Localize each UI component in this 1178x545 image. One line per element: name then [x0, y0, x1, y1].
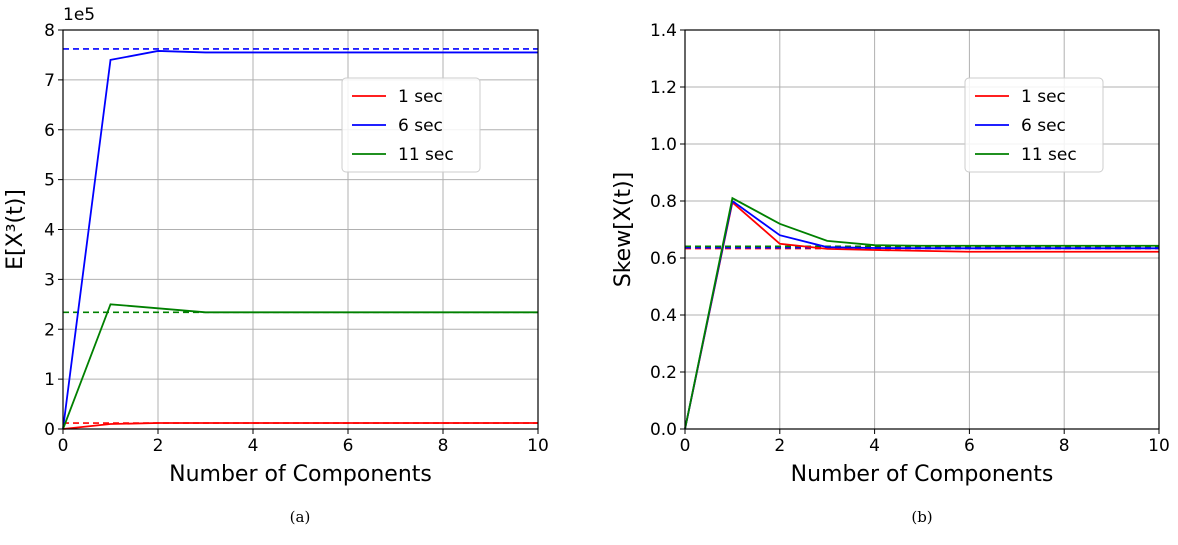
chart-panel-2: 0 2 4 6 8 10 0.0 0.2 0.4 0.6 0.8 1.0 1.2 1.4 Number of… — [611, 21, 1170, 526]
chart-panel-1: 0 2 4 6 8 10 0 1 2 3 4 5 6 7 8 1e5 Number of Components E… — [3, 5, 549, 526]
y-tick-label: 7 — [44, 71, 55, 91]
y-tick-label: 8 — [44, 21, 55, 41]
x-tick-label: 10 — [527, 436, 549, 456]
plot-frame — [684, 29, 1160, 430]
y-tick-label: 1.0 — [650, 135, 677, 155]
series-line-6-sec — [684, 199, 1159, 430]
legend-label: 11 sec — [1021, 145, 1077, 165]
y-tick-label: 0 — [44, 420, 55, 440]
y-tick-label: 0.2 — [650, 363, 677, 383]
series-line-1-sec — [62, 422, 538, 430]
y-tick-label: 6 — [44, 121, 55, 141]
y-tick-label: 3 — [44, 270, 55, 290]
y-tick-label: 1.4 — [650, 21, 677, 41]
y-tick-label: 2 — [44, 320, 55, 340]
legend: 1 sec 6 sec 11 sec — [964, 77, 1104, 173]
x-tick-label: 4 — [248, 436, 259, 456]
x-axis-label: Number of Components — [791, 462, 1054, 487]
x-tick-label: 0 — [680, 436, 691, 456]
y-axis-label: E[X³(t)] — [3, 189, 28, 270]
series-line-1-sec — [684, 200, 1159, 430]
legend-label: 6 sec — [1021, 116, 1066, 136]
y-tick-label: 5 — [44, 171, 55, 191]
y-axis-label: Skew[X(t)] — [611, 172, 636, 287]
x-tick-label: 10 — [1148, 436, 1170, 456]
x-tick-label: 2 — [153, 436, 164, 456]
x-tick-label: 2 — [774, 436, 785, 456]
y-tick-label: 0.0 — [650, 420, 677, 440]
y-tick-label: 1 — [44, 370, 55, 390]
x-axis-label: Number of Components — [169, 462, 432, 487]
x-tick-label: 4 — [869, 436, 880, 456]
legend-label: 1 sec — [1021, 87, 1066, 107]
x-tick-label: 6 — [964, 436, 975, 456]
legend-label: 6 sec — [398, 116, 443, 136]
legend-label: 1 sec — [398, 87, 443, 107]
x-tick-label: 8 — [1059, 436, 1070, 456]
plot-frame — [62, 29, 539, 430]
legend-label: 11 sec — [398, 145, 454, 165]
legend-box — [341, 77, 481, 173]
y-tick-label: 1.2 — [650, 78, 677, 98]
y-tick-label: 0.8 — [650, 192, 677, 212]
subfigure-caption: (b) — [911, 508, 932, 526]
x-tick-label: 0 — [58, 436, 69, 456]
x-tick-label: 6 — [343, 436, 354, 456]
legend-box — [964, 77, 1104, 173]
series-line-11-sec — [684, 196, 1159, 430]
y-tick-label: 4 — [44, 221, 55, 241]
axis-offset-text: 1e5 — [63, 5, 95, 25]
y-tick-label: 0.4 — [650, 306, 677, 326]
y-tick-label: 0.6 — [650, 249, 677, 269]
x-tick-label: 8 — [438, 436, 449, 456]
series-line-11-sec — [62, 303, 538, 430]
series-line-6-sec — [62, 50, 538, 430]
legend: 1 sec 6 sec 11 sec — [341, 77, 481, 173]
subfigure-caption: (a) — [290, 508, 311, 526]
